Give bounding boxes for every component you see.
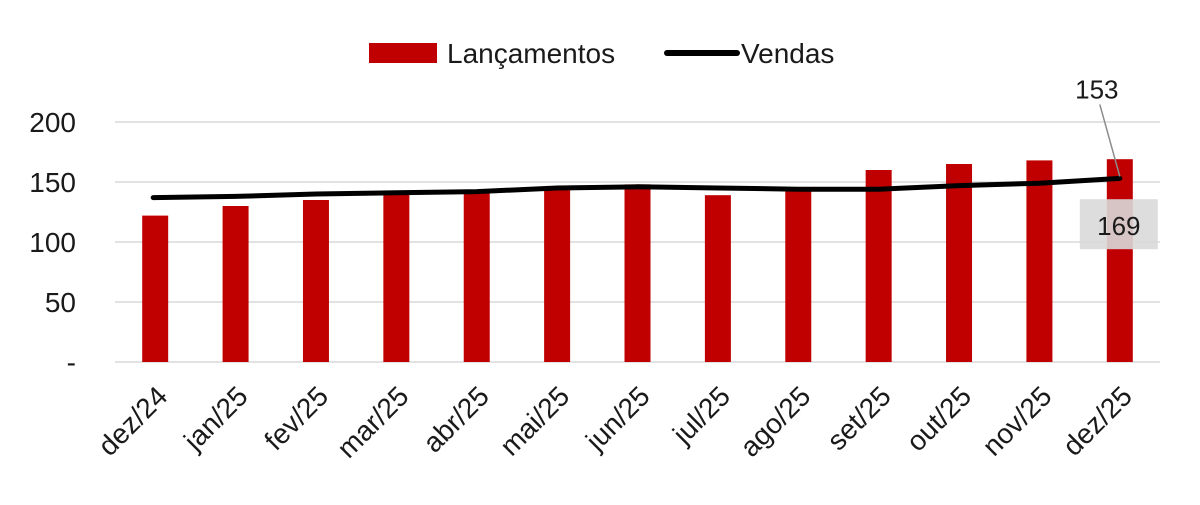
x-tick-label-nov-25: nov/25 (976, 380, 1057, 461)
y-tick-label-200: 200 (29, 107, 76, 138)
bar-fev-25 (302, 200, 329, 362)
y-tick-label-100: 100 (29, 227, 76, 258)
y-tick-label-150: 150 (29, 167, 76, 198)
line-series (150, 175, 1123, 201)
bar-out-25 (946, 164, 973, 362)
x-tick-label-set-25: set/25 (821, 380, 897, 456)
data-label-leader-vendas (1099, 104, 1121, 177)
y-tick-label-50: 50 (45, 287, 76, 318)
data-label-vendas-dez-25: 153 (1075, 74, 1118, 104)
legend-swatch-lan-amentos (369, 43, 437, 63)
data-label-box-lan-amentos (1079, 199, 1158, 250)
bar-jul-25 (704, 195, 731, 362)
legend: Lançamentos Vendas (369, 38, 834, 69)
bar-jun-25 (624, 184, 651, 362)
x-tick-label-fev-25: fev/25 (258, 380, 334, 456)
x-tick-label-jun-25: jun/25 (579, 380, 656, 457)
bar-ago-25 (785, 189, 812, 362)
y-tick-label-0: - (67, 347, 76, 378)
x-tick-label-out-25: out/25 (900, 380, 977, 457)
bar-set-25 (865, 170, 892, 362)
bar-dez-25 (1106, 159, 1133, 362)
x-tick-label-dez-24: dez/24 (92, 380, 173, 461)
x-tick-label-jan-25: jan/25 (177, 380, 254, 457)
legend-label-lan-amentos: Lançamentos (447, 38, 615, 69)
bar-abr-25 (463, 191, 490, 362)
bar-mar-25 (383, 194, 410, 362)
bar-nov-25 (1026, 160, 1053, 362)
x-tick-label-ago-25: ago/25 (734, 380, 816, 462)
bar-mai-25 (544, 186, 571, 362)
x-tick-label-mai-25: mai/25 (494, 380, 575, 461)
x-tick-label-mar-25: mar/25 (331, 380, 415, 464)
annotations: 153 169 (1075, 74, 1158, 250)
bar-jan-25 (222, 206, 249, 362)
x-tick-label-abr-25: abr/25 (417, 380, 495, 458)
bar-series (142, 159, 1133, 362)
x-tick-label-jul-25: jul/25 (666, 380, 736, 450)
x-tick-label-dez-25: dez/25 (1057, 380, 1138, 461)
line-vendas (150, 175, 1123, 201)
bar-dez-24 (142, 215, 169, 362)
data-label-lan-amentos-dez-25: 169 (1097, 211, 1140, 241)
legend-label-vendas: Vendas (741, 38, 834, 69)
